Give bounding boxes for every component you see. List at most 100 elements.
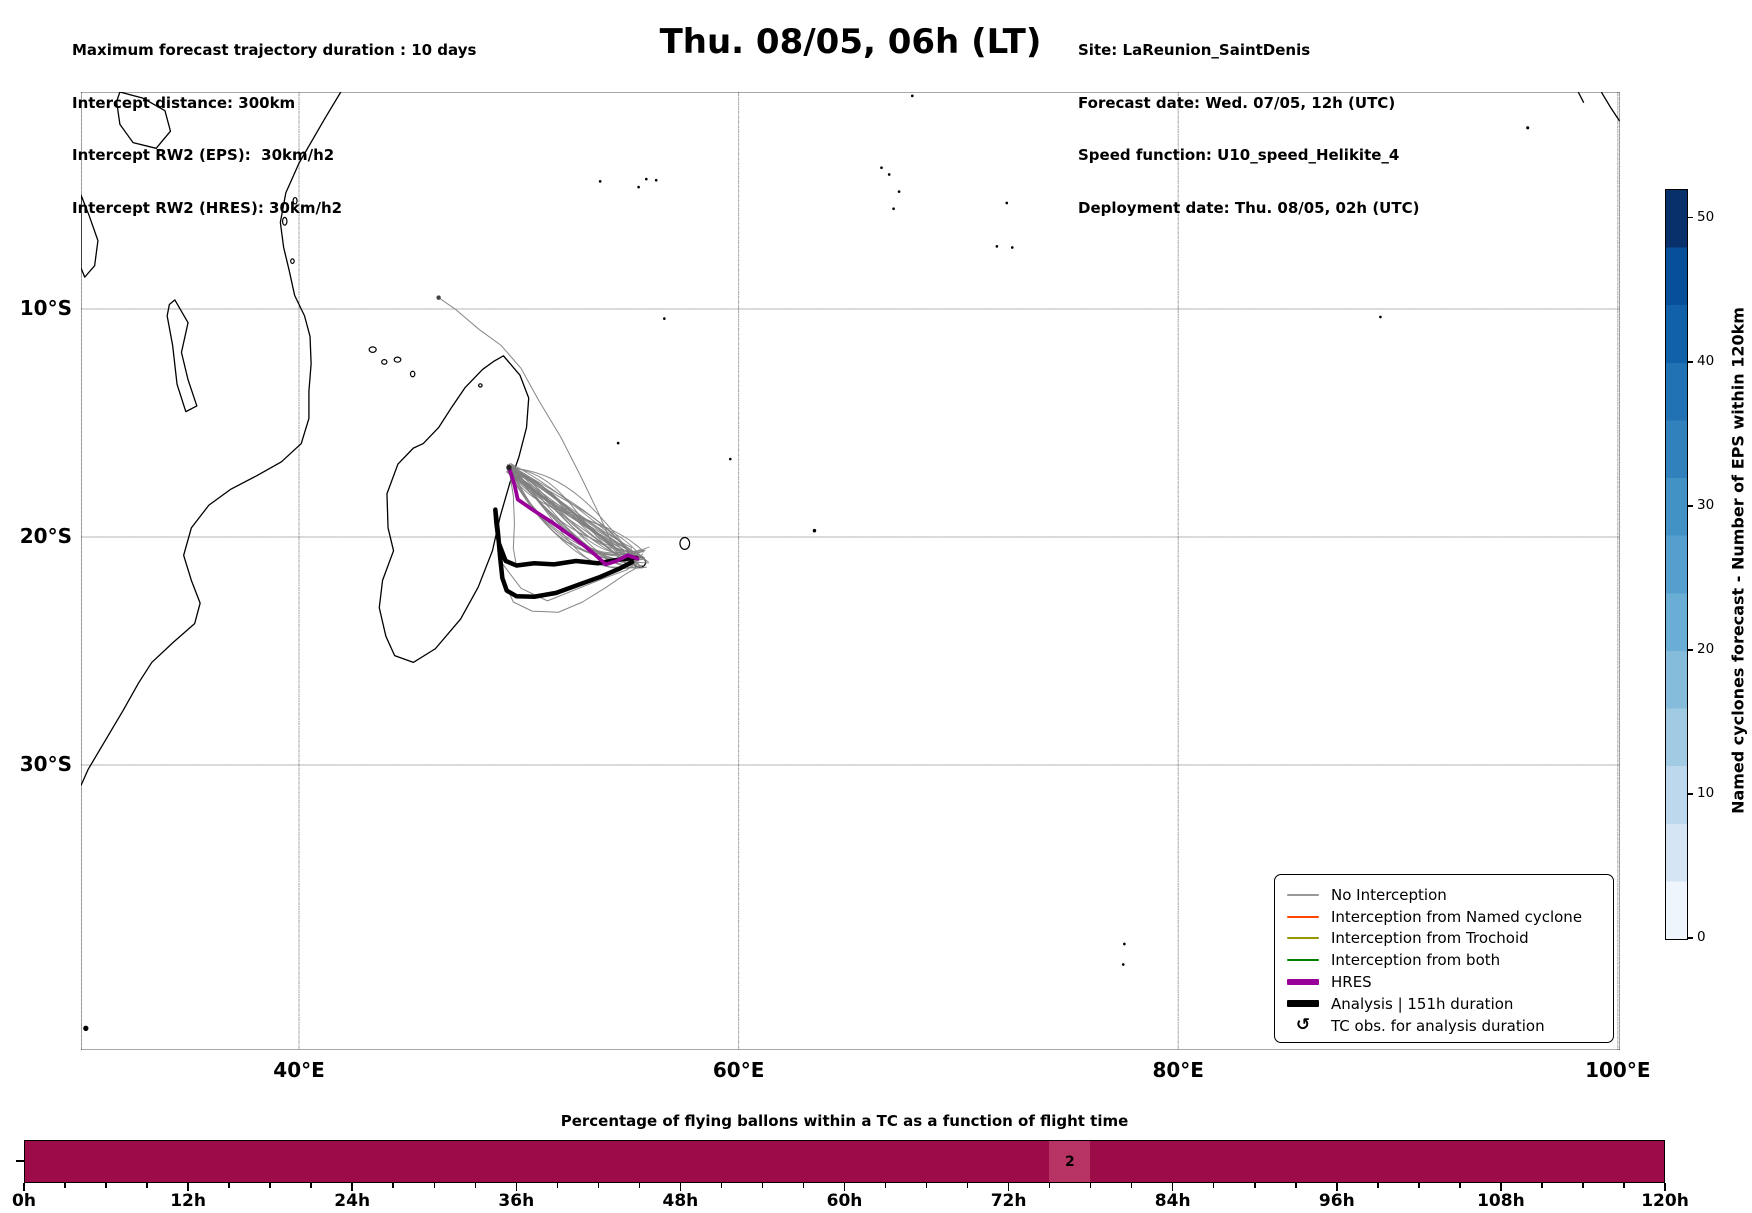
legend-line [1287,979,1319,986]
legend-line-swatch [1287,915,1319,918]
x-tick-label-60h: 60h [826,1191,863,1211]
x-major-tick-60 [843,1183,846,1191]
x-minor-tick-81 [1130,1183,1133,1188]
x-major-tick-96 [1336,1183,1338,1191]
lon-label-60: 60°E [712,1058,765,1082]
nicobar-fragment [1578,92,1583,103]
lake-tanganyika [81,195,98,277]
seychelles-west [598,180,602,183]
trajectory-map [81,92,1620,1050]
x-minor-tick-69 [966,1183,969,1188]
lon-label-80: 80°E [1152,1058,1204,1082]
legend-line-swatch [1287,959,1319,962]
speed-function-line: Speed function: U10_speed_Helikite_4 [1078,146,1400,164]
legend-item-label: HRES [1331,973,1372,992]
pemba [293,198,297,204]
rodrigues [812,528,817,533]
legend-item-label: Interception from Named cyclone [1331,907,1583,926]
legend-item-label: Interception from Trochoid [1331,929,1529,948]
x-major-tick-24 [351,1183,353,1191]
x-minor-tick-33 [474,1183,477,1188]
colorbar-tick-label-50: 50 [1697,208,1715,225]
legend-line-swatch [1287,937,1319,940]
legend-line [1287,959,1319,962]
x-minor-tick-111 [1541,1183,1543,1188]
site-line: Site: LaReunion_SaintDenis [1078,41,1311,59]
release-point [506,464,512,471]
colorbar-tick-10 [1687,793,1693,795]
legend-item-label: No Interception [1331,885,1447,904]
x-minor-tick-9 [146,1183,148,1188]
eps-outlier-north [439,298,619,556]
x-minor-tick-6 [105,1183,107,1188]
analysis-track [495,510,636,597]
x-minor-tick-54 [761,1183,764,1188]
speck-east [1379,315,1382,319]
tc-obs-icon: ↺ [1287,1017,1319,1034]
st-paul-island [1121,963,1125,966]
intercept-distance-line: Intercept distance: 300km [72,93,296,112]
mauritius [680,537,690,549]
legend-item-label: Analysis | 151h duration [1331,994,1514,1013]
x-major-tick-0 [23,1183,25,1191]
anjouan [394,357,401,362]
forecast-date-line: Forecast date: Wed. 07/05, 12h (UTC) [1078,93,1396,112]
x-minor-tick-99 [1377,1183,1379,1188]
x-major-tick-120 [1664,1183,1666,1191]
x-minor-tick-105 [1459,1183,1461,1188]
speck-corner-sw [83,1025,89,1032]
x-major-tick-36 [515,1183,518,1191]
x-minor-tick-15 [228,1183,230,1188]
bottom-chart-ytick [16,1160,24,1162]
moheli [382,360,387,365]
x-minor-tick-21 [310,1183,312,1188]
eps-trajectory [511,469,644,558]
deployment-date-line: Deployment date: Thu. 08/05, 02h (UTC) [1078,198,1420,217]
zanzibar [283,217,287,225]
bottom-chart-title: Percentage of flying ballons within a TC… [560,1112,1129,1130]
nosy-be [479,384,483,387]
x-minor-tick-93 [1295,1183,1297,1188]
legend-line [1287,915,1319,918]
intercept-rw2-hres-line: Intercept RW2 (HRES): 30km/h2 [72,198,343,217]
colorbar-tick-0 [1687,937,1693,939]
chagos-2 [995,244,999,248]
chagos-3 [1010,246,1014,249]
x-tick-label-72h: 72h [990,1191,1027,1211]
max-duration-line: Maximum forecast trajectory duration : 1… [72,41,477,59]
legend-item-1: Interception from Named cyclone [1287,906,1603,928]
colorbar-tick-label-30: 30 [1697,496,1715,513]
saya-bank-2 [897,190,901,193]
legend-item-0: No Interception [1287,884,1603,906]
x-tick-label-120h: 120h [1641,1191,1689,1211]
trajectory-end-dot [436,295,441,300]
colorbar-tick-label-20: 20 [1697,640,1715,657]
x-tick-label-84h: 84h [1154,1191,1191,1211]
map-canvas [81,92,1620,1050]
seychelles-praslin [644,177,648,181]
eps-colorbar [1665,189,1688,940]
lon-label-40: 40°E [273,1058,325,1082]
x-minor-tick-42 [597,1183,600,1188]
lat-label-20: 20°S [19,524,72,549]
map-legend: No Interception Interception from Named c… [1274,874,1614,1043]
lat-label-30: 30°S [19,752,72,777]
x-minor-tick-75 [1048,1183,1051,1188]
run-parameters: Maximum forecast trajectory duration : 1… [72,7,476,252]
chagos-1 [1005,201,1009,205]
mafia [291,259,295,264]
agalega [663,317,666,320]
legend-item-label: TC obs. for analysis duration [1331,1016,1545,1035]
grande-comore [369,347,376,352]
lon-label-100: 100°E [1585,1058,1651,1082]
legend-item-4: HRES [1287,971,1603,993]
x-tick-label-48h: 48h [662,1191,699,1211]
x-minor-tick-27 [392,1183,394,1188]
seychelles-mahe [637,185,640,189]
x-major-tick-48 [679,1183,682,1191]
colorbar-tick-30 [1687,505,1693,507]
figure-title: Thu. 08/05, 06h (LT) [659,22,1042,62]
legend-line [1287,937,1319,940]
rotation-glyph: ↺ [1295,1015,1311,1036]
